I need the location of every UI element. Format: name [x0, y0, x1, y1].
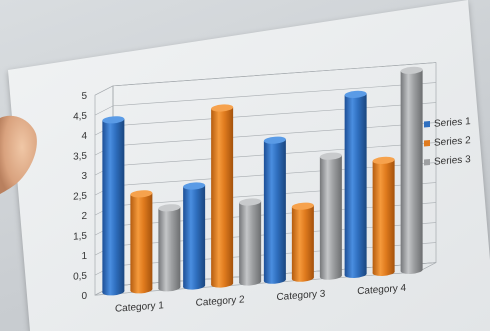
- bar: [291, 202, 314, 282]
- legend-label: Series 1: [434, 116, 471, 130]
- bar: [239, 198, 262, 286]
- category-label: Category 3: [276, 289, 325, 304]
- gridline: [94, 82, 436, 116]
- y-tick-label: 0: [81, 291, 87, 302]
- category-label: Category 2: [196, 294, 245, 309]
- paper-sheet: [8, 0, 490, 331]
- bar: [263, 136, 286, 284]
- legend-label: Series 2: [434, 135, 471, 149]
- bar: [158, 204, 181, 292]
- category-label: Category 1: [115, 300, 164, 315]
- y-tick-label: 3,5: [73, 151, 87, 163]
- bar: [372, 156, 395, 276]
- bar: [400, 66, 423, 274]
- bar: [183, 182, 206, 290]
- y-tick-label: 5: [81, 91, 87, 102]
- bar: [211, 104, 234, 288]
- y-tick-label: 2,5: [73, 191, 87, 203]
- y-tick-label: 3: [81, 171, 87, 182]
- y-tick-label: 0,5: [73, 271, 87, 283]
- gridline: [94, 62, 436, 96]
- legend-label: Series 3: [434, 154, 471, 168]
- bars: [102, 66, 423, 296]
- y-tick-label: 4: [81, 131, 87, 142]
- legend-swatch: [424, 159, 430, 166]
- bar: [130, 190, 153, 294]
- chart: 00,511,522,533,544,55 Category 1 Category…: [73, 62, 471, 315]
- bar: [344, 90, 367, 278]
- y-tick-label: 1: [81, 251, 87, 262]
- y-tick-label: 1,5: [73, 231, 87, 243]
- y-axis-ticks: 0 0,5 1 1,5 2 2,5 3 3,5 4 4,5 5: [73, 91, 87, 302]
- thumb: [0, 115, 37, 194]
- y-tick-label: 2: [81, 211, 87, 222]
- legend-swatch: [424, 140, 430, 147]
- bar: [319, 152, 342, 280]
- bar: [102, 116, 125, 296]
- legend-swatch: [424, 121, 430, 128]
- legend: Series 1 Series 2 Series 3: [424, 116, 471, 168]
- x-axis-categories: Category 1 Category 2 Category 3 Category 4: [115, 283, 407, 315]
- category-label: Category 4: [357, 283, 406, 298]
- y-tick-label: 4,5: [73, 111, 87, 123]
